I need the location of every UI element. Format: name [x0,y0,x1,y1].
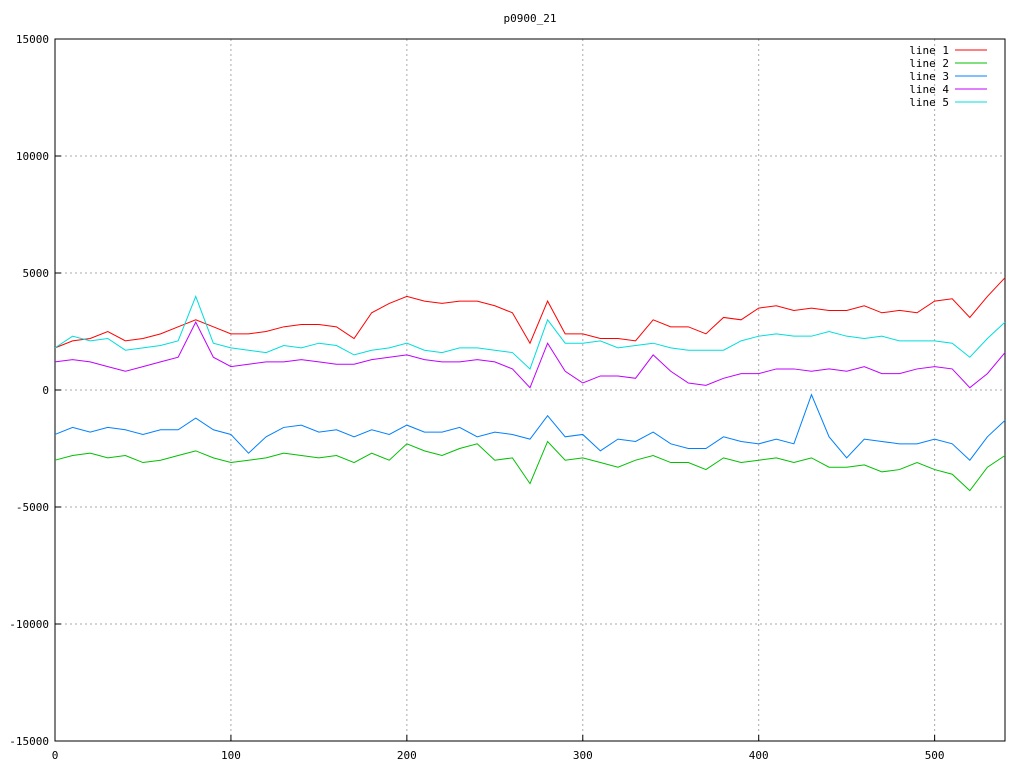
x-tick-label: 500 [925,749,945,762]
y-tick-label: -5000 [16,501,49,514]
legend-label: line 4 [909,83,949,96]
data-line [54,321,1006,389]
plot-frame [54,38,1006,742]
y-tick-label: -15000 [9,735,49,748]
data-line [54,277,1006,349]
legend-label: line 5 [909,96,949,109]
data-line [54,440,1006,492]
x-tick-label: 300 [573,749,593,762]
data-line [54,393,1006,461]
chart-title: p0900_21 [504,12,557,25]
legend-label: line 2 [909,57,949,70]
y-tick-label: 15000 [16,33,49,46]
x-tick-label: 200 [397,749,417,762]
x-tick-label: 100 [221,749,241,762]
x-tick-label: 0 [52,749,59,762]
x-tick-label: 400 [749,749,769,762]
y-tick-label: 10000 [16,150,49,163]
data-line [54,295,1006,370]
legend-label: line 1 [909,44,949,57]
legend-label: line 3 [909,70,949,83]
y-tick-label: 0 [42,384,49,397]
y-tick-label: 5000 [23,267,50,280]
y-tick-label: -10000 [9,618,49,631]
